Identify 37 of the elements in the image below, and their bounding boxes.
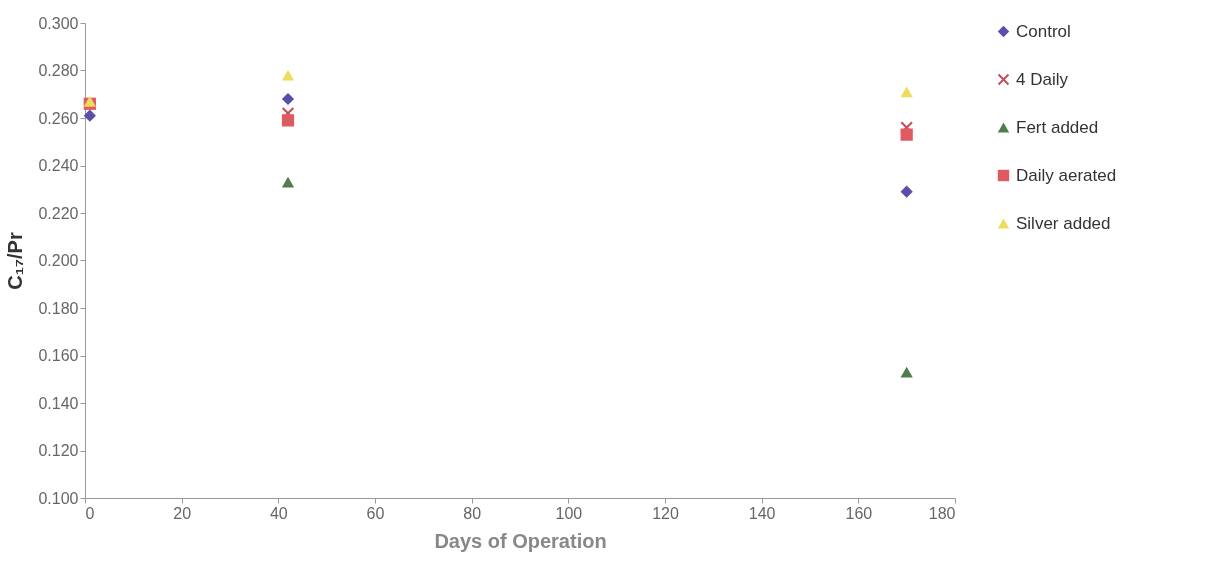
point — [900, 128, 913, 141]
x-tick-label: 20 — [173, 504, 192, 522]
x-tick-label: 80 — [463, 504, 482, 522]
point — [281, 92, 295, 106]
y-tick-label: 0.300 — [38, 14, 79, 32]
legend-label: 4 Daily — [1016, 69, 1069, 89]
legend-label: Control — [1016, 21, 1071, 41]
point — [900, 185, 913, 198]
x-axis-title: Days of Operation — [434, 529, 607, 552]
y-tick-label: 0.240 — [38, 157, 79, 174]
y-tick-label: 0.100 — [38, 489, 79, 507]
point — [83, 109, 96, 122]
y-tick-label: 0.140 — [38, 394, 79, 412]
x-tick-label: 60 — [366, 504, 385, 522]
legend-label: Fert added — [1016, 117, 1099, 137]
y-tick-label: 0.260 — [38, 109, 79, 127]
legend-label: Daily aerated — [1016, 165, 1117, 185]
x-tick-label: 40 — [269, 504, 288, 522]
x-tick-label: 120 — [652, 504, 679, 522]
x-tick-label: 180 — [928, 504, 956, 522]
point — [281, 114, 295, 127]
y-tick-label: 0.220 — [38, 204, 79, 222]
x-tick-label: 100 — [555, 504, 583, 522]
point — [281, 69, 295, 81]
point — [900, 86, 913, 98]
y-tick-label: 0.180 — [38, 299, 79, 317]
y-tick-label: 0.160 — [38, 347, 79, 364]
x-tick-label: 140 — [748, 504, 776, 522]
point — [900, 366, 913, 378]
y-tick-label: 0.120 — [38, 442, 79, 459]
y-tick-label: 0.280 — [38, 62, 79, 79]
x-tick-label: 0 — [85, 504, 95, 522]
y-axis-title: C₁₇/Pr — [4, 232, 27, 290]
y-tick-label: 0.200 — [38, 252, 79, 269]
x-tick-label: 160 — [845, 504, 873, 522]
point — [281, 176, 295, 188]
legend-label: Silver added — [1016, 213, 1111, 233]
